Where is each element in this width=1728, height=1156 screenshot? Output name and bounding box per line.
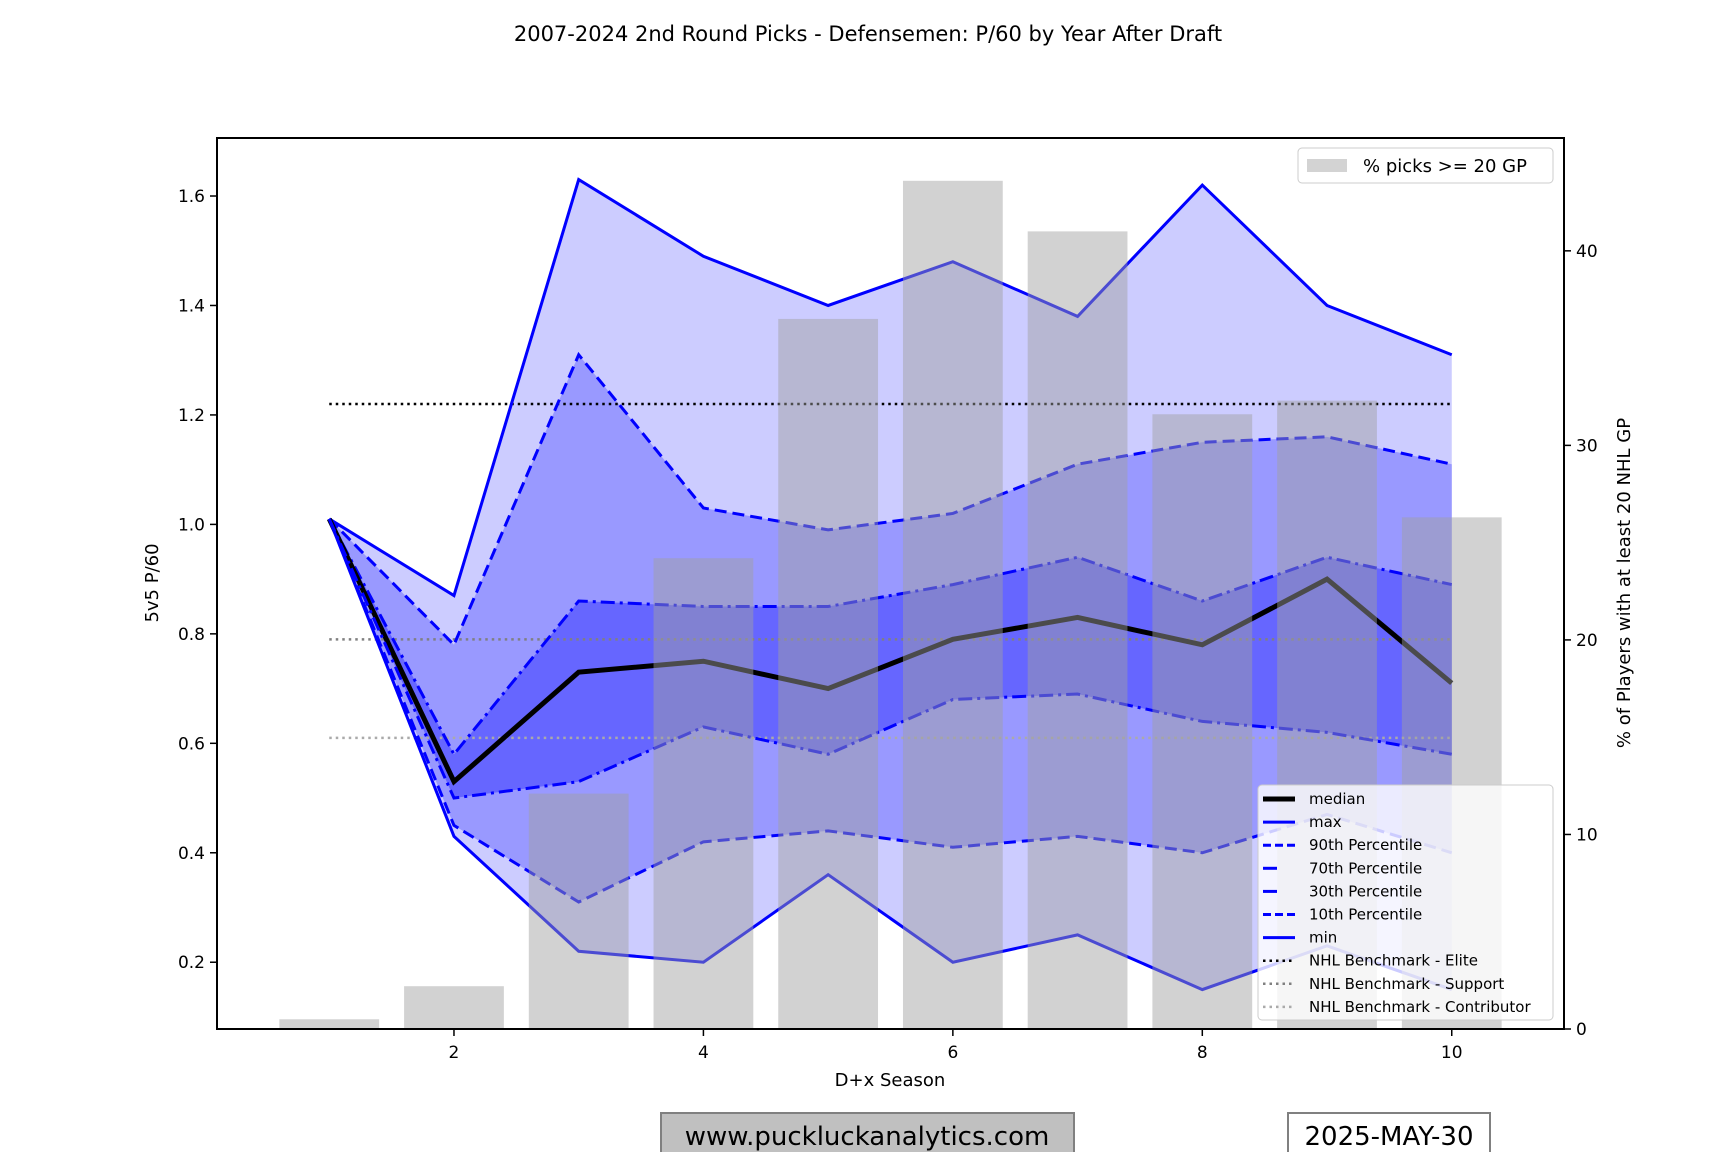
y-tick-label: 0.6 — [178, 734, 205, 754]
legend-label: NHL Benchmark - Support — [1309, 975, 1504, 993]
y-tick-label: 1.2 — [178, 406, 205, 426]
bar — [404, 986, 504, 1029]
x-tick-label: 2 — [449, 1043, 460, 1063]
bar-legend-swatch — [1307, 159, 1347, 172]
bar — [279, 1019, 380, 1029]
x-tick-label: 8 — [1197, 1043, 1208, 1063]
bar-legend — [1297, 147, 1554, 184]
y-tick-label: 1.0 — [178, 515, 205, 535]
y2-axis-label: % of Players with at least 20 NHL GP — [1614, 418, 1635, 748]
y-tick-label: 1.4 — [178, 296, 205, 316]
bar — [653, 558, 754, 1029]
x-tick-label: 10 — [1441, 1043, 1463, 1063]
legend-label: NHL Benchmark - Contributor — [1309, 998, 1531, 1016]
legend-label: median — [1309, 790, 1365, 808]
y-tick-label: 0.8 — [178, 625, 205, 645]
bar — [528, 793, 629, 1029]
legend-label: min — [1309, 929, 1337, 947]
plot-area: 2 4 6 8 10 0.2 0.4 0.6 0.8 1.0 1.2 1.4 1.6 0 10 20 30 40%… — [178, 137, 1598, 1063]
legend-label: 90th Percentile — [1309, 836, 1422, 854]
y2-tick-label: 40 — [1576, 242, 1598, 262]
y-tick-label: 0.4 — [178, 844, 205, 864]
line-median — [326, 517, 1454, 786]
line-p90 — [328, 351, 1453, 648]
line-p10 — [327, 518, 1453, 904]
legend-label: NHL Benchmark - Elite — [1309, 952, 1478, 970]
band-30-70 — [329, 518, 1452, 799]
y-axis-label: 5v5 P/60 — [142, 543, 163, 622]
line-max — [328, 177, 1453, 598]
chart-title: 2007-2024 2nd Round Picks - Defensemen: … — [514, 22, 1222, 46]
x-tick-label: 4 — [698, 1043, 709, 1063]
line-legend-box — [1257, 784, 1554, 1021]
y-tick-label: 0.2 — [178, 953, 205, 973]
legend-label: 70th Percentile — [1309, 859, 1422, 877]
y-tick-label: 1.6 — [178, 187, 205, 207]
x-tick-label: 6 — [947, 1043, 958, 1063]
legend-label: 10th Percentile — [1309, 906, 1422, 924]
line-p70 — [327, 518, 1453, 757]
legend-label: max — [1309, 813, 1342, 831]
axes-frame — [216, 137, 1565, 1030]
bar — [902, 180, 1003, 1029]
legend-label: 30th Percentile — [1309, 882, 1422, 900]
y2-tick-label: 20 — [1576, 631, 1598, 651]
y2-tick-label: 0 — [1576, 1020, 1587, 1040]
y2-tick-label: 30 — [1576, 436, 1598, 456]
line-p30 — [327, 518, 1453, 800]
date-box: 2025-MAY-30 — [1287, 1112, 1491, 1156]
bar — [1152, 414, 1253, 1029]
bar — [1027, 231, 1128, 1030]
bar-legend-label: % picks >= 20 GP — [1363, 156, 1527, 177]
date-text: 2025-MAY-30 — [1304, 1122, 1473, 1152]
website-text: www.puckluckanalytics.com — [685, 1122, 1050, 1152]
y2-tick-label: 10 — [1576, 825, 1598, 845]
x-axis-label: D+x Season — [835, 1070, 946, 1091]
bar — [778, 318, 879, 1029]
line-legend: median max 90th Percentile 70th Percentile 3… — [1257, 784, 1554, 1021]
website-box: www.puckluckanalytics.com — [660, 1112, 1075, 1156]
